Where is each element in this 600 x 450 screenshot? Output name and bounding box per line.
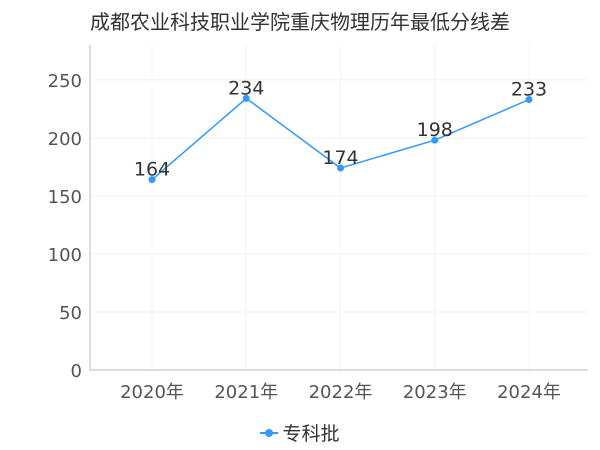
data-label-3: 198 [417,119,453,141]
chart-title: 成都农业科技职业学院重庆物理历年最低分线差 [90,10,510,34]
y-tick-label-0: 0 [71,361,82,382]
x-tick-label-0: 2020年 [120,382,184,403]
data-label-1: 234 [228,77,264,99]
x-tick-label-4: 2024年 [497,382,561,403]
data-point-3 [431,136,439,144]
legend-label: 专科批 [282,423,340,445]
y-tick-label-5: 250 [48,71,82,92]
legend-item-series[interactable]: 专科批 [260,419,340,446]
legend: 专科批 [0,419,600,446]
data-point-1 [242,94,250,102]
data-point-2 [337,164,344,172]
y-tick-label-4: 200 [48,129,82,150]
data-point-0 [148,176,156,184]
y-tick-label-3: 150 [48,187,82,208]
x-tick-label-1: 2021年 [214,382,278,403]
data-label-4: 233 [511,79,547,101]
x-tick-label-2: 2022年 [309,382,373,403]
legend-marker-icon [260,428,279,438]
y-tick-label-1: 50 [59,303,82,324]
data-label-2: 174 [322,147,358,169]
data-point-4 [525,96,533,104]
y-tick-label-2: 100 [48,245,82,266]
data-label-0: 164 [134,159,170,181]
x-tick-label-3: 2023年 [403,382,467,403]
